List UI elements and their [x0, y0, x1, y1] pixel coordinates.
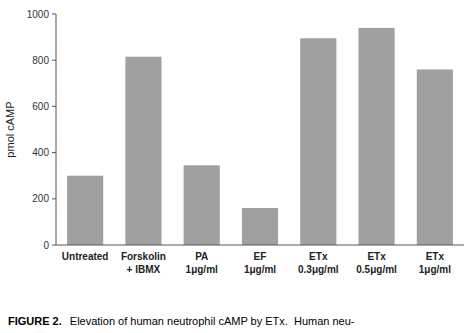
- y-tick-label: 200: [32, 193, 49, 204]
- caption-label: FIGURE 2.: [8, 315, 62, 327]
- y-tick: [52, 14, 56, 15]
- bar: [242, 208, 278, 245]
- chart-container: 0 200 400 600 800 1000 Untreated Forskolin+ IBM…: [0, 0, 474, 333]
- bars: [67, 28, 453, 245]
- x-tick-label: Forskolin+ IBMX: [121, 251, 166, 275]
- x-axis-line: [56, 245, 464, 246]
- x-tick-label: Untreated: [62, 251, 109, 262]
- y-tick: [52, 198, 56, 199]
- bar: [417, 69, 453, 245]
- bar: [300, 38, 336, 245]
- x-tick-label: ETx0.5μg/ml: [356, 251, 397, 275]
- y-axis-label: pmol cAMP: [4, 101, 16, 157]
- caption-text: Elevation of human neutrophil cAMP by ET…: [70, 315, 355, 327]
- bar: [67, 176, 103, 245]
- bar: [125, 57, 161, 245]
- caption: FIGURE 2. Elevation of human neutrophil c…: [8, 315, 355, 327]
- y-tick: [52, 245, 56, 246]
- y-tick: [52, 106, 56, 107]
- y-tick-label: 1000: [27, 9, 50, 20]
- bar: [359, 28, 395, 245]
- y-tick: [52, 152, 56, 153]
- x-tick-label: EF1μg/ml: [244, 251, 276, 275]
- bar: [184, 165, 220, 245]
- y-tick-label: 800: [32, 55, 49, 66]
- y-axis-line: [56, 14, 57, 245]
- y-tick-label: 600: [32, 101, 49, 112]
- x-tick-label: ETx1μg/ml: [419, 251, 451, 275]
- chart: 0 200 400 600 800 1000 Untreated Forskolin+ IBM…: [0, 0, 474, 333]
- x-tick-label: ETx0.3μg/ml: [298, 251, 339, 275]
- x-tick-label: PA1μg/ml: [186, 251, 218, 275]
- y-tick-label: 400: [32, 147, 49, 158]
- y-tick: [52, 60, 56, 61]
- y-tick-label: 0: [43, 240, 49, 251]
